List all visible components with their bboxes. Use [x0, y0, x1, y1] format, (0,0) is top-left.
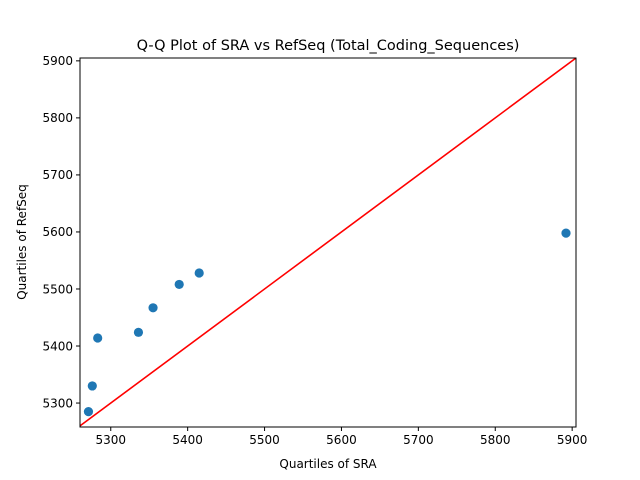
- y-tick-label-5700: 5700: [42, 168, 73, 182]
- chart-title: Q-Q Plot of SRA vs RefSeq (Total_Coding_…: [137, 38, 520, 54]
- reference-line: [80, 58, 576, 427]
- y-tick-label-5800: 5800: [42, 111, 73, 125]
- y-tick-label-5500: 5500: [42, 282, 73, 296]
- y-tick-label-5300: 5300: [42, 396, 73, 410]
- y-tick-label-5600: 5600: [42, 225, 73, 239]
- data-point-4: [133, 327, 144, 337]
- y-axis-label: Quartiles of RefSeq: [15, 184, 29, 300]
- x-tick-label-5700: 5700: [403, 433, 434, 447]
- data-point-6: [174, 279, 184, 290]
- axes-frame: [79, 57, 577, 428]
- x-tick-label-5800: 5800: [480, 433, 511, 447]
- data-point-3: [93, 333, 103, 343]
- data-point-1: [83, 407, 94, 417]
- x-axis-label: Quartiles of SRA: [279, 457, 377, 471]
- data-point-7: [194, 268, 204, 278]
- data-point-5: [148, 303, 158, 313]
- x-tick-label-5400: 5400: [172, 433, 203, 447]
- x-tick-label-5500: 5500: [249, 433, 280, 447]
- y-tick-label-5400: 5400: [42, 339, 73, 353]
- data-point-8: [561, 228, 571, 238]
- data-point-2: [87, 381, 97, 391]
- x-tick-label-5600: 5600: [326, 433, 357, 447]
- y-tick-label-5900: 5900: [42, 54, 73, 68]
- x-tick-label-5900: 5900: [557, 433, 588, 447]
- plot-area: 5300 5400 5500 5600 5700 5800 5900 5300 5400 5500…: [42, 54, 587, 447]
- x-tick-label-5300: 5300: [95, 433, 126, 447]
